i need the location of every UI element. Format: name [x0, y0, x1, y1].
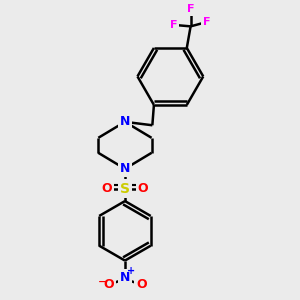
Text: +: +: [127, 266, 135, 276]
Text: S: S: [120, 182, 130, 196]
Text: O: O: [138, 182, 148, 195]
Text: −: −: [98, 277, 107, 286]
Text: N: N: [120, 162, 130, 175]
Text: F: F: [203, 17, 211, 27]
Text: O: O: [101, 182, 112, 195]
Text: N: N: [120, 271, 130, 284]
Text: F: F: [170, 20, 177, 30]
Text: N: N: [120, 115, 130, 128]
Text: O: O: [103, 278, 114, 291]
Text: F: F: [187, 4, 194, 14]
Text: O: O: [136, 278, 146, 291]
